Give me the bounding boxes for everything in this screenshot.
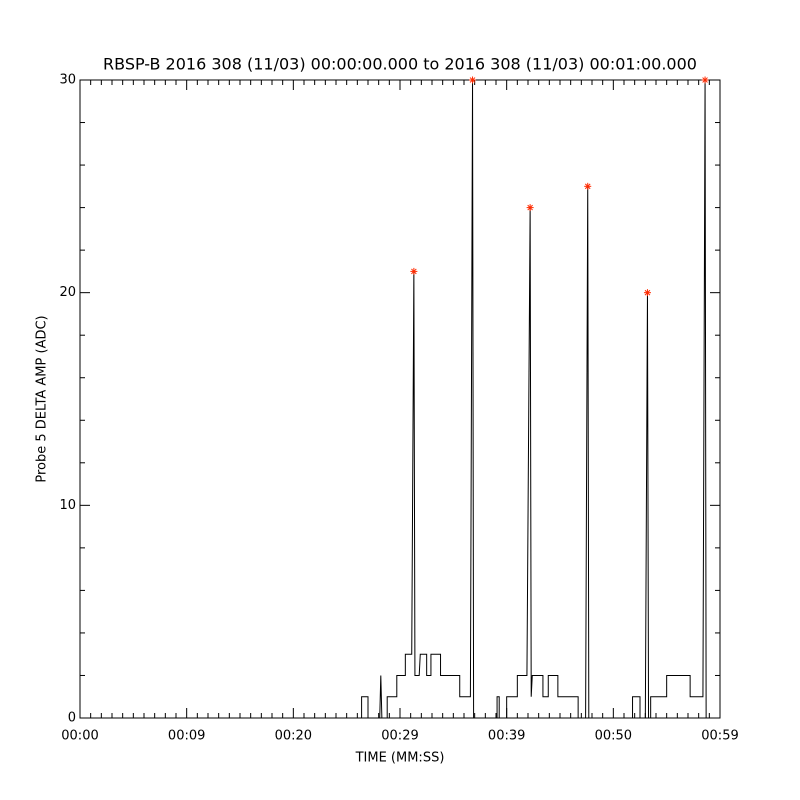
- peak-marker: [410, 267, 418, 275]
- y-tick-label: 10: [59, 498, 76, 513]
- x-tick-label: 00:20: [275, 729, 312, 744]
- marker-stroke: [527, 204, 533, 211]
- marker-stroke: [469, 77, 476, 83]
- y-axis-label: Probe 5 DELTA AMP (ADC): [35, 315, 50, 482]
- y-tick-label: 0: [68, 711, 76, 726]
- peak-marker: [584, 182, 592, 190]
- marker-stroke: [702, 77, 708, 83]
- peak-marker: [701, 76, 709, 84]
- data-line: [80, 79, 720, 719]
- peak-marker: [469, 76, 477, 84]
- x-tick-label: 00:39: [488, 729, 525, 744]
- marker-stroke: [644, 289, 651, 296]
- marker-stroke: [411, 268, 417, 275]
- y-tick-label: 20: [59, 285, 76, 300]
- peak-marker: [526, 204, 534, 212]
- y-tick-label: 30: [59, 73, 76, 88]
- chart-title: RBSP-B 2016 308 (11/03) 00:00:00.000 to …: [103, 55, 697, 74]
- x-axis-label: TIME (MM:SS): [355, 751, 445, 766]
- x-tick-label: 00:50: [595, 729, 632, 744]
- x-tick-label: 00:00: [61, 729, 98, 744]
- x-tick-label: 00:29: [381, 729, 418, 744]
- x-tick-label: 00:09: [168, 729, 205, 744]
- plot-frame: [79, 79, 721, 719]
- peak-marker: [643, 289, 651, 297]
- x-tick-label: 00:59: [701, 729, 738, 744]
- marker-stroke: [584, 183, 591, 190]
